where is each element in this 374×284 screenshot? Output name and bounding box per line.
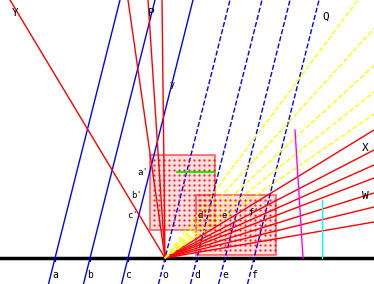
Text: Q: Q — [322, 12, 329, 22]
Text: b': b' — [131, 191, 142, 200]
Text: d': d' — [198, 211, 209, 220]
Text: y: y — [170, 80, 175, 89]
Text: a': a' — [137, 168, 148, 177]
Text: o: o — [162, 270, 168, 280]
Text: X: X — [362, 143, 369, 153]
Text: e': e' — [222, 211, 233, 220]
Text: d: d — [194, 270, 200, 280]
Text: a: a — [52, 270, 58, 280]
Text: f: f — [251, 270, 257, 280]
Text: W: W — [362, 191, 369, 201]
Bar — [150, 155, 215, 230]
Text: c: c — [125, 270, 131, 280]
Text: b: b — [87, 270, 93, 280]
Text: f': f' — [248, 208, 259, 217]
Text: e: e — [222, 270, 228, 280]
Text: c': c' — [127, 211, 138, 220]
Text: P: P — [148, 8, 155, 18]
Text: Y: Y — [12, 8, 19, 18]
Bar — [196, 195, 276, 255]
